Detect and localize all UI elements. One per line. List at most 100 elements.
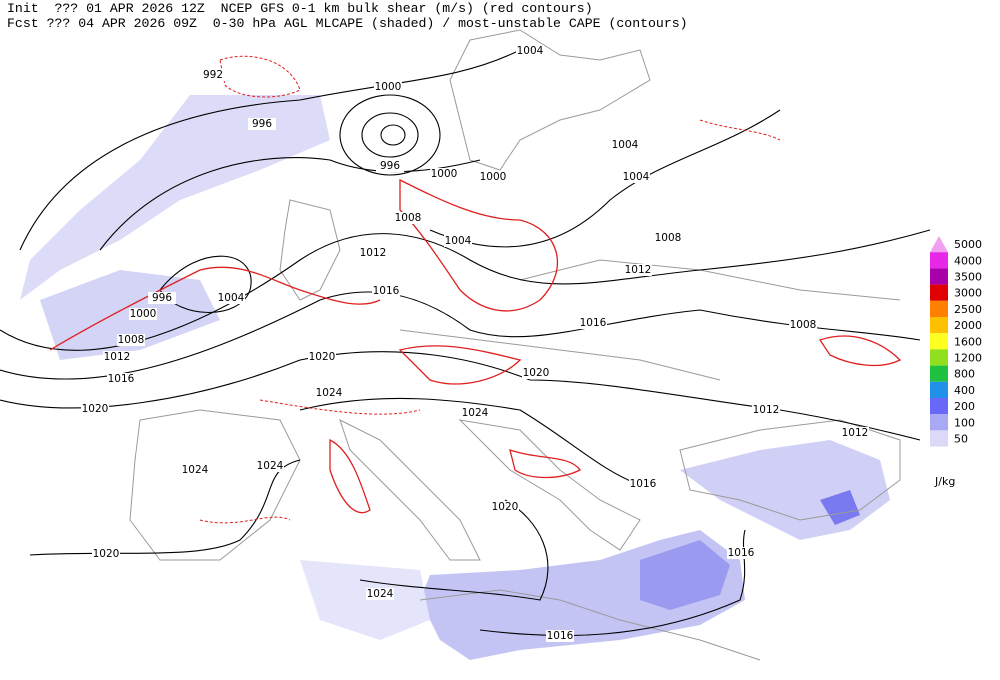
coastline — [419, 589, 761, 661]
border — [399, 329, 721, 381]
isobar-label: 1004 — [623, 171, 650, 183]
isobar — [0, 291, 921, 380]
label-bg — [129, 308, 157, 320]
border — [519, 259, 901, 301]
legend-label: 3000 — [954, 287, 982, 300]
isobar-label: 1004 — [445, 235, 472, 247]
cape-area — [680, 440, 890, 540]
label-bg — [366, 588, 394, 600]
label-bg — [117, 334, 145, 346]
isobar-label: 1008 — [655, 232, 682, 244]
isobar-label: 1008 — [395, 212, 422, 224]
legend-swatch — [930, 300, 948, 317]
label-bg — [546, 630, 574, 642]
isobar — [299, 397, 641, 486]
legend-unit: J/kg — [934, 475, 955, 488]
header-line: Fcst ??? 04 APR 2026 09Z 0-30 hPa AGL ML… — [7, 16, 688, 31]
label-bg — [522, 367, 550, 379]
shear-contour — [509, 449, 581, 479]
label-bg — [444, 235, 472, 247]
shear-contour — [219, 55, 301, 98]
label-bg — [248, 118, 276, 130]
shear-contour — [259, 399, 421, 415]
isobar-label: 996 — [380, 160, 400, 172]
cape-area — [640, 540, 730, 610]
shear-contour — [199, 516, 291, 524]
label-bg — [374, 81, 402, 93]
label-bg — [461, 407, 489, 419]
label-bg — [92, 548, 120, 560]
legend-swatch — [930, 430, 948, 447]
label-bg — [622, 171, 650, 183]
isobar-label: 1020 — [523, 367, 550, 379]
label-bg — [654, 232, 682, 244]
label-bg — [624, 264, 652, 276]
isobar — [361, 112, 419, 158]
isobar — [159, 255, 252, 314]
isobar-label: 1016 — [580, 317, 607, 329]
isobar — [0, 351, 921, 441]
shear-contour — [399, 178, 559, 312]
label-bg — [752, 404, 780, 416]
isobar-label: 1016 — [547, 630, 574, 642]
label-bg — [199, 69, 227, 81]
isobar-label: 1024 — [182, 464, 209, 476]
isobar-label: 1024 — [367, 588, 394, 600]
isobar-label: 1004 — [517, 45, 544, 57]
isobar-label: 1004 — [218, 292, 245, 304]
coastline — [449, 29, 651, 171]
isobar — [380, 124, 406, 146]
isobar-label: 1000 — [130, 308, 157, 320]
label-bg — [516, 45, 544, 57]
label-bg — [376, 160, 404, 172]
label-bg — [841, 427, 869, 439]
cape-area — [300, 560, 430, 640]
label-bg — [727, 547, 755, 559]
label-bg — [629, 478, 657, 490]
legend-label: 4000 — [954, 254, 982, 267]
isobar-label: 1012 — [104, 351, 131, 363]
shear-contour — [699, 119, 781, 141]
isobar — [429, 109, 781, 248]
label-bg — [579, 317, 607, 329]
isobars — [0, 49, 931, 637]
coastline — [129, 409, 301, 561]
isobar-label: 992 — [203, 69, 223, 81]
label-bg — [315, 387, 343, 399]
label-bg — [256, 460, 284, 472]
isobar — [0, 229, 931, 351]
legend-swatch — [930, 252, 948, 269]
legend-swatch — [930, 284, 948, 301]
label-bg — [181, 464, 209, 476]
label-bg — [789, 319, 817, 331]
isobar — [339, 94, 441, 176]
legend-arrow — [930, 236, 948, 253]
shear-contour — [329, 438, 371, 514]
label-bg — [372, 285, 400, 297]
isobar-labels: 992 996 1000 996 1000 1000 1004 1004 1004 1008 100… — [81, 45, 869, 642]
isobar-label: 1008 — [790, 319, 817, 331]
isobar-label: 996 — [152, 292, 172, 304]
shear-contour — [818, 335, 902, 367]
legend-label: 100 — [954, 416, 975, 429]
coastline — [458, 419, 641, 551]
isobar-label: 1020 — [93, 548, 120, 560]
label-bg — [611, 139, 639, 151]
label-bg — [107, 373, 135, 385]
isobar — [19, 49, 521, 251]
legend-swatch — [930, 349, 948, 366]
label-bg — [394, 212, 422, 224]
isobar-label: 1016 — [108, 373, 135, 385]
isobar-label: 1024 — [316, 387, 343, 399]
cape-area — [820, 490, 860, 525]
coastline — [279, 199, 341, 301]
legend-label: 5000 — [954, 238, 982, 251]
label-bg — [308, 351, 336, 363]
coastline — [679, 419, 901, 521]
coastline — [339, 419, 481, 561]
isobar-label: 1000 — [375, 81, 402, 93]
isobar-label: 1020 — [82, 403, 109, 415]
legend-label: 400 — [954, 384, 975, 397]
